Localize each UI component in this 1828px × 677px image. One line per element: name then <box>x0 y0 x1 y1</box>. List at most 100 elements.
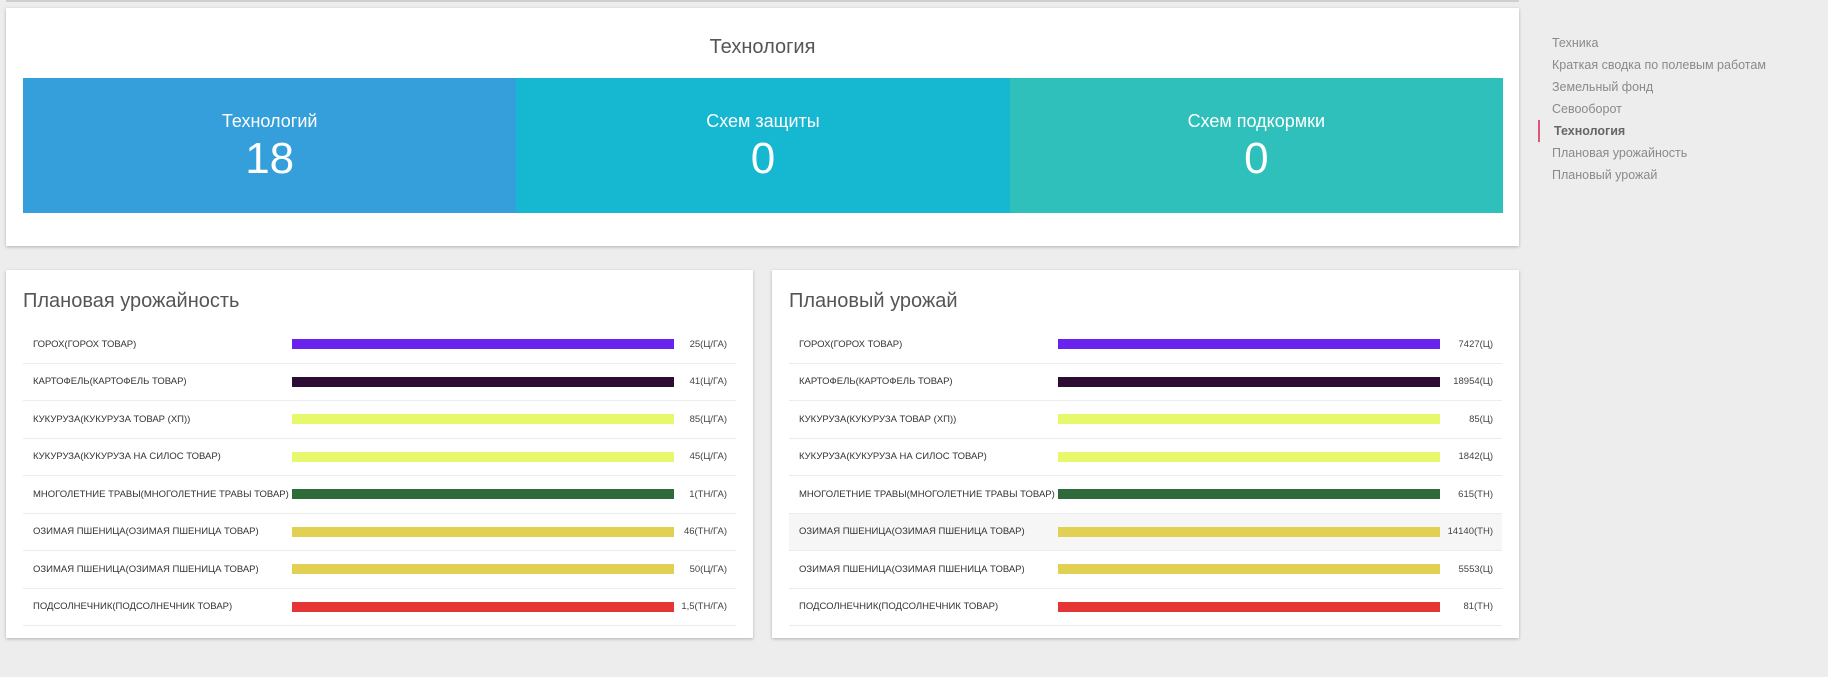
row-name: КАРТОФЕЛЬ(КАРТОФЕЛЬ ТОВАР) <box>33 376 187 388</box>
list-item[interactable]: ОЗИМАЯ ПШЕНИЦА(ОЗИМАЯ ПШЕНИЦА ТОВАР) 1414… <box>789 513 1502 551</box>
row-value: 50(Ц/ГА) <box>689 563 727 575</box>
stat-label: Схем подкормки <box>1187 111 1326 131</box>
list-item[interactable]: ПОДСОЛНЕЧНИК(ПОДСОЛНЕЧНИК ТОВАР) 1,5(ТН/Г… <box>23 589 736 626</box>
progress-bar <box>1058 564 1440 575</box>
stat-label: Схем защиты <box>706 111 820 131</box>
progress-bar <box>1058 451 1440 462</box>
progress-bar-fill <box>292 526 674 537</box>
progress-bar-fill <box>1058 489 1440 500</box>
progress-bar <box>1058 489 1440 500</box>
planned-harvest-card: Плановый урожай ГОРОХ(ГОРОХ ТОВАР) 7427(Ц… <box>772 270 1519 638</box>
row-name: КУКУРУЗА(КУКУРУЗА ТОВАР (ХП)) <box>799 413 957 425</box>
progress-bar-fill <box>292 564 674 575</box>
progress-bar <box>292 339 674 350</box>
technology-stats: Технологий 18 Схем защиты 0 Схем подкорм… <box>23 78 1503 213</box>
list-item[interactable]: МНОГОЛЕТНИЕ ТРАВЫ(МНОГОЛЕТНИЕ ТРАВЫ ТОВА… <box>23 476 736 514</box>
row-name: ОЗИМАЯ ПШЕНИЦА(ОЗИМАЯ ПШЕНИЦА ТОВАР) <box>33 563 259 575</box>
row-name: ОЗИМАЯ ПШЕНИЦА(ОЗИМАЯ ПШЕНИЦА ТОВАР) <box>33 526 259 538</box>
row-name: МНОГОЛЕТНИЕ ТРАВЫ(МНОГОЛЕТНИЕ ТРАВЫ ТОВА… <box>799 488 1055 500</box>
list-item[interactable]: МНОГОЛЕТНИЕ ТРАВЫ(МНОГОЛЕТНИЕ ТРАВЫ ТОВА… <box>789 476 1502 514</box>
row-name: КУКУРУЗА(КУКУРУЗА ТОВАР (ХП)) <box>33 413 191 425</box>
progress-bar <box>292 526 674 537</box>
nav-item[interactable]: Плановая урожайность <box>1552 146 1688 160</box>
section-nav: Техника Краткая сводка по полевым работам… <box>1538 32 1820 186</box>
progress-bar <box>292 376 674 387</box>
row-name: ГОРОХ(ГОРОХ ТОВАР) <box>799 338 903 350</box>
list-item[interactable]: ГОРОХ(ГОРОХ ТОВАР) 25(Ц/ГА) <box>23 326 736 364</box>
list-item[interactable]: ОЗИМАЯ ПШЕНИЦА(ОЗИМАЯ ПШЕНИЦА ТОВАР) 46(Т… <box>23 514 736 551</box>
progress-bar <box>1058 601 1440 612</box>
progress-bar <box>292 451 674 462</box>
row-value: 1842(Ц) <box>1458 451 1494 463</box>
nav-item[interactable]: Краткая сводка по полевым работам <box>1552 58 1766 72</box>
progress-bar <box>1058 339 1440 350</box>
progress-bar <box>292 489 674 500</box>
list-item[interactable]: КУКУРУЗА(КУКУРУЗА НА СИЛОС ТОВАР) 45(Ц/ГА… <box>23 439 736 476</box>
row-value: 14140(ТН) <box>1447 526 1493 538</box>
nav-item[interactable]: Технология <box>1538 120 1820 142</box>
progress-bar <box>292 601 674 612</box>
row-value: 1,5(ТН/ГА) <box>681 601 727 613</box>
progress-bar-fill <box>292 414 674 425</box>
planned-harvest-title: Плановый урожай <box>789 290 958 312</box>
progress-bar-fill <box>1058 526 1440 537</box>
stat-value: 18 <box>245 134 295 183</box>
list-item[interactable]: ПОДСОЛНЕЧНИК(ПОДСОЛНЕЧНИК ТОВАР) 81(ТН) <box>789 589 1502 626</box>
row-name: ОЗИМАЯ ПШЕНИЦА(ОЗИМАЯ ПШЕНИЦА ТОВАР) <box>799 526 1025 538</box>
progress-bar-fill <box>292 376 674 387</box>
list-item[interactable]: КАРТОФЕЛЬ(КАРТОФЕЛЬ ТОВАР) 41(Ц/ГА) <box>23 364 736 401</box>
planned-yield-title: Плановая урожайность <box>23 290 240 312</box>
row-value: 46(ТН/ГА) <box>683 526 727 538</box>
row-name: КУКУРУЗА(КУКУРУЗА НА СИЛОС ТОВАР) <box>33 451 221 463</box>
stat-value: 0 <box>1244 134 1269 183</box>
row-name: ПОДСОЛНЕЧНИК(ПОДСОЛНЕЧНИК ТОВАР) <box>33 601 233 613</box>
row-value: 81(ТН) <box>1463 601 1493 613</box>
technology-title: Технология <box>709 36 816 58</box>
progress-bar-fill <box>1058 376 1440 387</box>
progress-bar <box>1058 376 1440 387</box>
progress-bar-fill <box>1058 339 1440 350</box>
technology-card: Технология Технологий 18 Схем защиты 0 С… <box>6 8 1519 246</box>
progress-bar <box>292 564 674 575</box>
row-name: ГОРОХ(ГОРОХ ТОВАР) <box>33 338 137 350</box>
progress-bar-fill <box>1058 601 1440 612</box>
stat-technologies[interactable]: Технологий 18 <box>23 78 517 213</box>
row-value: 615(ТН) <box>1458 488 1493 500</box>
row-name: КУКУРУЗА(КУКУРУЗА НА СИЛОС ТОВАР) <box>799 451 987 463</box>
progress-bar-fill <box>292 489 674 500</box>
list-item[interactable]: КУКУРУЗА(КУКУРУЗА ТОВАР (ХП)) 85(Ц) <box>789 401 1502 439</box>
row-value: 1(ТН/ГА) <box>689 488 727 500</box>
progress-bar-fill <box>292 339 674 350</box>
stat-feeding-schemes[interactable]: Схем подкормки 0 <box>1009 78 1503 213</box>
progress-bar-fill <box>1058 451 1440 462</box>
nav-item[interactable]: Севооборот <box>1552 102 1622 116</box>
list-item[interactable]: КУКУРУЗА(КУКУРУЗА ТОВАР (ХП)) 85(Ц/ГА) <box>23 401 736 439</box>
top-divider <box>6 0 1519 2</box>
row-value: 18954(Ц) <box>1453 376 1493 388</box>
progress-bar <box>292 414 674 425</box>
list-item[interactable]: ОЗИМАЯ ПШЕНИЦА(ОЗИМАЯ ПШЕНИЦА ТОВАР) 50(Ц… <box>23 551 736 589</box>
progress-bar-fill <box>1058 564 1440 575</box>
progress-bar-fill <box>1058 414 1440 425</box>
planned-yield-card: Плановая урожайность ГОРОХ(ГОРОХ ТОВАР) 2… <box>6 270 753 638</box>
nav-item[interactable]: Плановый урожай <box>1552 168 1658 182</box>
row-value: 85(Ц) <box>1469 413 1493 425</box>
row-value: 5553(Ц) <box>1458 563 1494 575</box>
nav-item[interactable]: Земельный фонд <box>1552 80 1654 94</box>
progress-bar-fill <box>292 601 674 612</box>
row-name: ОЗИМАЯ ПШЕНИЦА(ОЗИМАЯ ПШЕНИЦА ТОВАР) <box>799 563 1025 575</box>
list-item[interactable]: ГОРОХ(ГОРОХ ТОВАР) 7427(Ц) <box>789 326 1502 364</box>
progress-bar <box>1058 414 1440 425</box>
row-name: КАРТОФЕЛЬ(КАРТОФЕЛЬ ТОВАР) <box>799 376 953 388</box>
stat-protection-schemes[interactable]: Схем защиты 0 <box>516 78 1010 213</box>
planned-yield-list: ГОРОХ(ГОРОХ ТОВАР) 25(Ц/ГА) КАРТОФЕЛЬ(КАРТ… <box>23 326 736 626</box>
list-item[interactable]: КАРТОФЕЛЬ(КАРТОФЕЛЬ ТОВАР) 18954(Ц) <box>789 364 1502 401</box>
row-value: 45(Ц/ГА) <box>689 451 727 463</box>
progress-bar <box>1058 526 1440 537</box>
progress-bar-fill <box>292 451 674 462</box>
stat-label: Технологий <box>221 111 318 131</box>
stat-value: 0 <box>750 134 776 183</box>
list-item[interactable]: КУКУРУЗА(КУКУРУЗА НА СИЛОС ТОВАР) 1842(Ц) <box>789 439 1502 476</box>
nav-item[interactable]: Техника <box>1552 36 1599 50</box>
list-item[interactable]: ОЗИМАЯ ПШЕНИЦА(ОЗИМАЯ ПШЕНИЦА ТОВАР) 5553… <box>789 551 1502 589</box>
